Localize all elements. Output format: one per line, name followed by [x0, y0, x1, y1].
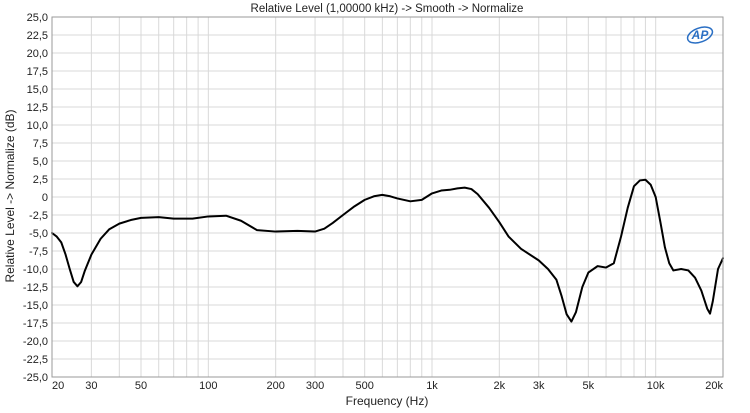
y-tick-label: 12,5 [27, 102, 48, 114]
x-tick-label: 50 [135, 380, 147, 392]
y-tick-label: -12,5 [23, 282, 48, 294]
y-tick-label: 17,5 [27, 66, 48, 78]
y-tick-label: -20,0 [23, 336, 48, 348]
series-layer [51, 178, 724, 323]
y-tick-label: -15,0 [23, 300, 48, 312]
y-axis-label: Relative Level -> Normalize (dB) [3, 109, 17, 282]
x-tick-label: 30 [85, 380, 97, 392]
y-tick-label: -10,0 [23, 264, 48, 276]
y-tick-label: 7,5 [33, 138, 48, 150]
x-tick-label: 10k [647, 380, 665, 392]
y-tick-label: -17,5 [23, 318, 48, 330]
y-tick-label: 22,5 [27, 30, 48, 42]
y-tick-label: -2,5 [29, 210, 48, 222]
series-line [51, 178, 724, 323]
y-tick-label: 0 [42, 192, 48, 204]
y-tick-label: -5,0 [29, 228, 48, 240]
ap-logo-swoosh [686, 26, 714, 44]
x-tick-label: 100 [199, 380, 217, 392]
x-tick-label: 500 [355, 380, 373, 392]
grid [51, 16, 724, 378]
x-tick-label: 3k [533, 380, 545, 392]
x-tick-label: 20 [52, 380, 64, 392]
y-tick-label: 10,0 [27, 120, 48, 132]
x-tick-label: 5k [583, 380, 595, 392]
y-tick-label: -7,5 [29, 246, 48, 258]
y-tick-label: 5,0 [33, 156, 48, 168]
y-tick-label: 15,0 [27, 84, 48, 96]
plot-frame [51, 16, 724, 378]
ap-logo-text: AP [691, 28, 710, 42]
chart-title: Relative Level (1,00000 kHz) -> Smooth -… [251, 3, 524, 15]
ap-logo: AP [686, 26, 714, 44]
x-tick-label: 300 [306, 380, 324, 392]
y-tick-label: -22,5 [23, 354, 48, 366]
tick-labels: 25,0 22,5 20,0 17,5 15,0 12,5 10,0 7,5 5,0 2,5 0 -2… [23, 12, 724, 392]
x-axis-label: Frequency (Hz) [346, 394, 429, 408]
y-tick-label: 20,0 [27, 48, 48, 60]
x-tick-label: 200 [266, 380, 284, 392]
y-tick-label: 25,0 [27, 12, 48, 24]
x-tick-label: 2k [494, 380, 506, 392]
x-tick-label: 1k [426, 380, 438, 392]
x-tick-label: 20k [705, 380, 723, 392]
y-tick-label: -25,0 [23, 372, 48, 384]
y-tick-label: 2,5 [33, 174, 48, 186]
